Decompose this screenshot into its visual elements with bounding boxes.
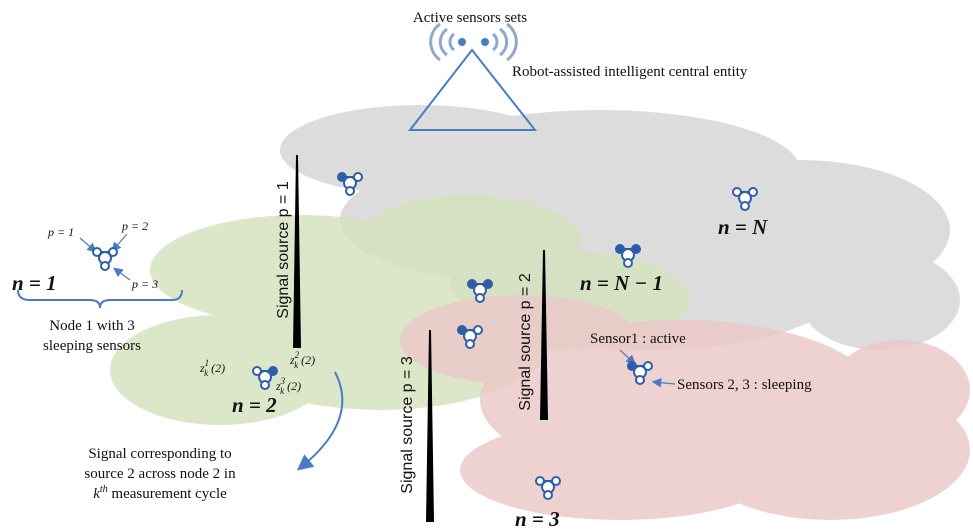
sensor (740, 201, 750, 211)
sensor (467, 279, 477, 289)
node-label: n = N − 1 (580, 271, 663, 295)
sensor-node (467, 279, 493, 303)
sensor (483, 279, 493, 289)
arg: (2) (298, 353, 315, 367)
sensor (108, 247, 118, 257)
signal-source-2 (540, 250, 548, 420)
sensor (100, 261, 110, 271)
state-label: Sensors 2, 3 : sleeping (677, 377, 812, 393)
arg: (2) (284, 379, 301, 393)
sup: 2 (295, 350, 300, 360)
sensor (252, 366, 262, 376)
sub: k (280, 386, 285, 396)
sensor (260, 380, 270, 390)
caption: sleeping sensors (43, 338, 141, 354)
sensor (353, 172, 363, 182)
sup: th (100, 484, 108, 495)
cloud-pink (400, 295, 970, 520)
top-label: Active sensors sets (413, 10, 527, 26)
sensor (732, 187, 742, 197)
sensor (465, 339, 475, 349)
caption: kth measurement cycle (93, 484, 227, 502)
node-label: n = 2 (232, 393, 277, 417)
sensor (457, 325, 467, 335)
state-label: Sensor1 : active (590, 331, 686, 347)
sensor-node (535, 476, 561, 500)
sensor (543, 490, 553, 500)
source-label: Signal source p = 3 (399, 356, 416, 494)
sensor (623, 258, 633, 268)
caption: Node 1 with 3 (49, 318, 134, 334)
sensor (615, 244, 625, 254)
central-entity-label: Robot-assisted intelligent central entit… (512, 64, 748, 80)
sensor-node (457, 325, 483, 349)
node-label: n = N (718, 215, 768, 239)
sensor (635, 375, 645, 385)
sensor-node (337, 172, 363, 196)
sensor-label: p = 3 (131, 277, 158, 291)
rest: measurement cycle (108, 486, 227, 502)
sensor (631, 244, 641, 254)
node-label: n = 3 (515, 507, 560, 531)
source-label: Signal source p = 1 (275, 181, 292, 319)
sup: 1 (205, 358, 210, 368)
z: z (289, 353, 295, 367)
source-label: Signal source p = 2 (517, 273, 534, 411)
sensor (748, 187, 758, 197)
wifi-icon (429, 22, 518, 62)
signal-label: z3 k (2) (275, 376, 301, 396)
signal-arrow (296, 371, 344, 471)
sensor-node (92, 247, 118, 271)
sensor-icons (92, 172, 758, 500)
sensor (473, 325, 483, 335)
signal-source-1 (293, 155, 301, 348)
sensor (643, 361, 653, 371)
sensor-node (627, 361, 653, 385)
signal-label: z1 k (2) (199, 358, 225, 378)
sub: k (294, 360, 299, 370)
sensor (475, 293, 485, 303)
k: k (93, 486, 100, 502)
sensor-node (615, 244, 641, 268)
signal-label: z2 k (2) (289, 350, 315, 370)
brace (17, 289, 183, 309)
signal-source-3 (426, 330, 434, 522)
central-entity (407, 48, 538, 131)
sup: 3 (280, 376, 286, 386)
sensor-label: p = 1 (47, 225, 74, 239)
sensor (92, 247, 102, 257)
caption: Signal corresponding to (88, 446, 231, 462)
node-label: n = 1 (12, 271, 57, 295)
sensor (535, 476, 545, 486)
sensor-node (252, 366, 278, 390)
sensor-node (732, 187, 758, 211)
sensor (627, 361, 637, 371)
pointer-arrows (79, 233, 676, 388)
arg: (2) (208, 361, 225, 375)
sensor (337, 172, 347, 182)
sensor-label: p = 2 (121, 219, 148, 233)
caption: source 2 across node 2 in (84, 466, 236, 482)
sub: k (204, 368, 209, 378)
z: z (199, 361, 205, 375)
z: z (275, 379, 281, 393)
sensor (345, 186, 355, 196)
sensor (551, 476, 561, 486)
sensor (268, 366, 278, 376)
